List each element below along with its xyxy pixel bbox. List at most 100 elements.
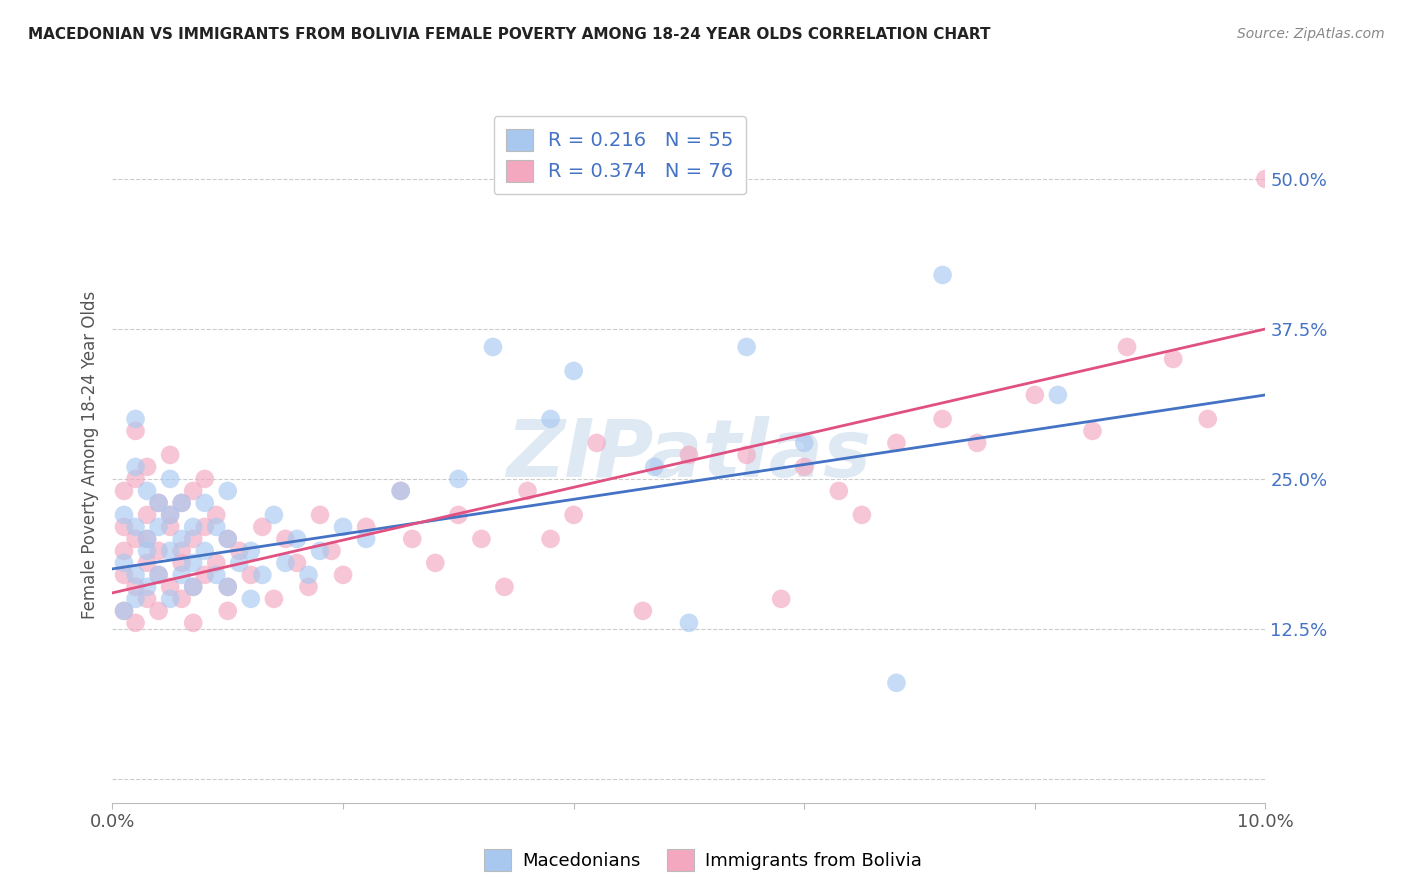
Point (112, 544, 135, 558)
Point (228, 556, 250, 570)
Point (239, 591, 262, 606)
Point (297, 567, 319, 582)
Point (124, 532, 146, 546)
Point (643, 459, 665, 474)
Point (170, 496, 193, 510)
Point (124, 459, 146, 474)
Point (170, 496, 193, 510)
Point (217, 483, 239, 498)
Point (159, 591, 181, 606)
Point (170, 567, 193, 582)
Point (562, 364, 585, 378)
Point (354, 520, 377, 534)
Text: ZIPatlas: ZIPatlas (506, 416, 872, 494)
Point (735, 448, 758, 462)
Text: MACEDONIAN VS IMMIGRANTS FROM BOLIVIA FEMALE POVERTY AMONG 18-24 YEAR OLDS CORRE: MACEDONIAN VS IMMIGRANTS FROM BOLIVIA FE… (28, 27, 991, 42)
Point (124, 615, 146, 630)
Point (217, 580, 239, 594)
Point (828, 483, 851, 498)
Point (181, 580, 204, 594)
Point (181, 580, 204, 594)
Point (1024, 388, 1046, 402)
Legend: Macedonians, Immigrants from Bolivia: Macedonians, Immigrants from Bolivia (477, 842, 929, 879)
Point (124, 412, 146, 426)
Point (136, 556, 159, 570)
Point (181, 483, 204, 498)
Point (136, 483, 159, 498)
Point (1046, 388, 1069, 402)
Point (170, 591, 193, 606)
Point (148, 567, 170, 582)
Point (124, 472, 146, 486)
Point (297, 580, 319, 594)
Text: Source: ZipAtlas.com: Source: ZipAtlas.com (1237, 27, 1385, 41)
Point (217, 604, 239, 618)
Point (494, 580, 516, 594)
Point (181, 556, 204, 570)
Point (181, 615, 204, 630)
Point (585, 436, 607, 450)
Point (124, 591, 146, 606)
Point (148, 496, 170, 510)
Point (159, 448, 181, 462)
Point (159, 544, 181, 558)
Point (1254, 172, 1277, 186)
Point (793, 459, 815, 474)
Point (159, 508, 181, 522)
Point (1197, 412, 1219, 426)
Point (332, 567, 354, 582)
Point (886, 676, 908, 690)
Point (194, 567, 217, 582)
Point (851, 508, 873, 522)
Point (112, 483, 135, 498)
Point (159, 508, 181, 522)
Point (217, 532, 239, 546)
Point (112, 508, 135, 522)
Point (631, 604, 654, 618)
Point (540, 412, 562, 426)
Point (205, 556, 228, 570)
Point (148, 520, 170, 534)
Point (194, 472, 217, 486)
Point (159, 520, 181, 534)
Point (228, 544, 250, 558)
Point (447, 472, 470, 486)
Point (1161, 351, 1184, 366)
Point (124, 567, 146, 582)
Point (263, 508, 285, 522)
Point (217, 532, 239, 546)
Point (285, 556, 308, 570)
Point (181, 520, 204, 534)
Point (482, 340, 505, 354)
Point (112, 556, 135, 570)
Point (112, 567, 135, 582)
Point (124, 580, 146, 594)
Point (516, 483, 538, 498)
Point (112, 520, 135, 534)
Point (194, 544, 217, 558)
Point (389, 483, 412, 498)
Point (425, 556, 447, 570)
Point (194, 496, 217, 510)
Point (770, 591, 793, 606)
Point (159, 472, 181, 486)
Point (309, 544, 332, 558)
Point (136, 508, 159, 522)
Point (321, 544, 343, 558)
Point (136, 532, 159, 546)
Point (136, 591, 159, 606)
Point (263, 591, 285, 606)
Point (112, 604, 135, 618)
Point (205, 567, 228, 582)
Point (886, 436, 908, 450)
Point (309, 508, 332, 522)
Point (793, 436, 815, 450)
Point (181, 532, 204, 546)
Point (470, 532, 492, 546)
Point (252, 567, 274, 582)
Legend: R = 0.216   N = 55, R = 0.374   N = 76: R = 0.216 N = 55, R = 0.374 N = 76 (494, 116, 745, 194)
Point (678, 448, 700, 462)
Point (389, 483, 412, 498)
Point (239, 544, 262, 558)
Point (136, 532, 159, 546)
